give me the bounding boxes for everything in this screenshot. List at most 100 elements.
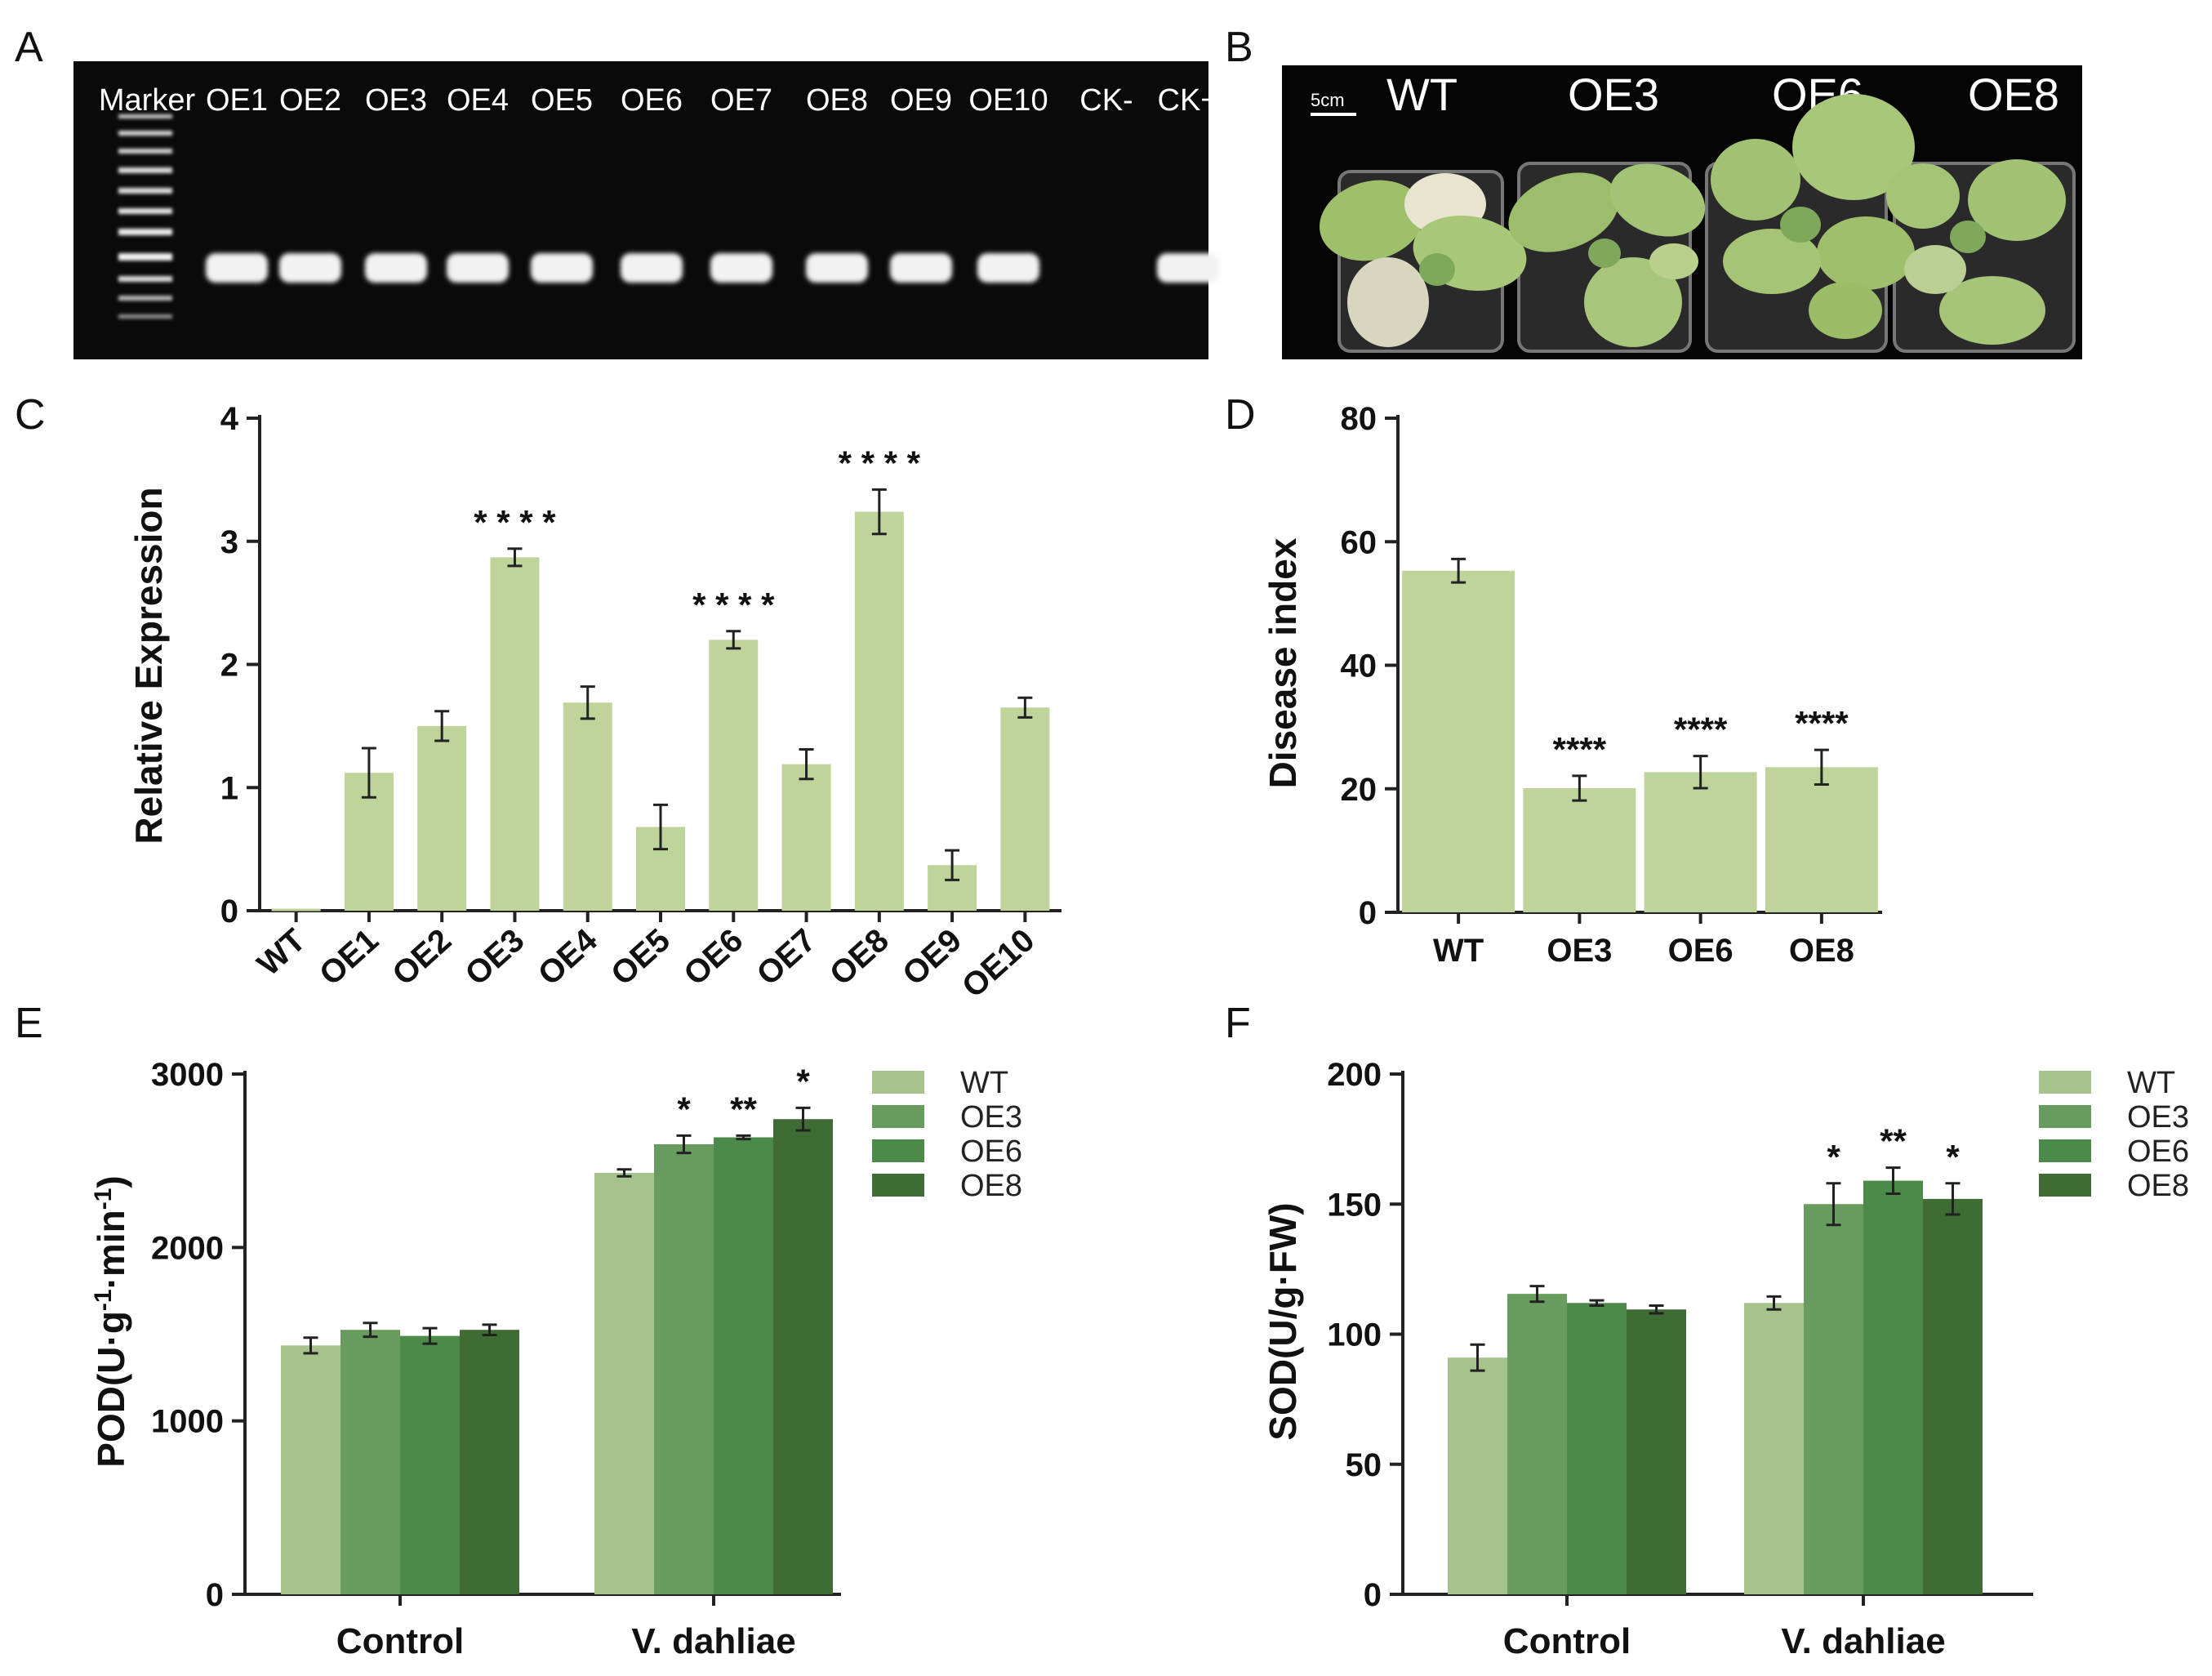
- gel-band-oe4: [447, 253, 509, 283]
- chart-e-group-label-v-dahliae: V. dahliae: [631, 1621, 795, 1661]
- chart-f-ytick-label: 150: [1327, 1187, 1382, 1223]
- gel-band-oe10: [977, 253, 1039, 283]
- chart-e-legend-swatch-oe3: [872, 1105, 924, 1128]
- chart-e-errorbar-v-dahliae-wt: [616, 1168, 632, 1178]
- gel-lane-label-oe7: OE7: [710, 83, 772, 118]
- chart-c-significance-oe8: * * * *: [839, 444, 921, 482]
- chart-c-xtick-label-oe3: OE3: [459, 922, 532, 992]
- chart-d-errorbar-oe6: [1693, 755, 1708, 790]
- chart-f-bar-v-dahliae-wt: [1744, 1303, 1804, 1594]
- chart-e-significance-v-dahliae-oe3: *: [677, 1090, 691, 1128]
- chart-c-xtick-label-oe7: OE7: [750, 922, 823, 992]
- chart-c-ytick-label: 2: [220, 648, 238, 684]
- chart-e-ylabel-sup-2: -1: [90, 1188, 117, 1210]
- gel-band-ck: [1157, 253, 1219, 283]
- chart-d-errorbar-wt: [1451, 557, 1467, 584]
- chart-c-xtick-label-wt: WT: [251, 922, 313, 983]
- chart-e-group-label-control: Control: [336, 1621, 464, 1661]
- chart-e-legend-swatch-oe8: [872, 1174, 924, 1197]
- chart-e-ytick-label: 0: [206, 1577, 224, 1613]
- chart-c-errorbar-oe3: [507, 547, 523, 568]
- chart-c-ytick-label: 3: [220, 524, 238, 560]
- chart-e-legend-label-oe3: OE3: [960, 1100, 1022, 1134]
- chart-e-errorbar-v-dahliae-oe3: [676, 1134, 692, 1155]
- gel-lane-label-ck: CK-: [1079, 83, 1133, 118]
- chart-c-xtick-label-oe9: OE9: [896, 922, 968, 992]
- chart-f-legend-label-oe3: OE3: [2127, 1100, 2189, 1134]
- chart-e-ylabel: POD(U·g-1·min-1): [90, 1175, 132, 1467]
- chart-e-legend-label-oe6: OE6: [960, 1134, 1022, 1169]
- chart-c-ytick-label: 0: [220, 894, 238, 929]
- chart-e-ytick-label: 1000: [151, 1404, 224, 1440]
- chart-f-legend-swatch-wt: [2039, 1071, 2091, 1094]
- chart-c-xtick-label-oe1: OE1: [313, 922, 385, 992]
- chart-f-significance-v-dahliae-oe8: *: [1946, 1138, 1960, 1176]
- chart-f-ytick-label: 200: [1327, 1057, 1382, 1093]
- chart-c-xtick-label-oe6: OE6: [677, 922, 750, 992]
- gel-band-oe6: [621, 253, 683, 283]
- panel-label-c: C: [15, 391, 46, 439]
- gel-band-oe2: [279, 253, 341, 283]
- chart-c-ylabel: Relative Expression: [127, 487, 170, 844]
- chart-d-xtick-label-oe3: OE3: [1547, 933, 1612, 969]
- plant-photo: 5cm WT OE3 OE6 OE8: [1282, 65, 2082, 359]
- chart-f-bar-v-dahliae-oe3: [1804, 1204, 1863, 1594]
- chart-d-ylabel: Disease index: [1262, 537, 1304, 788]
- chart-e-bar-control-oe6: [400, 1335, 460, 1594]
- chart-c-xtick-label-oe5: OE5: [604, 922, 677, 992]
- chart-d-significance-oe8: ****: [1795, 704, 1849, 742]
- chart-f-ytick-label: 0: [1364, 1577, 1382, 1613]
- panel-label-f: F: [1225, 1000, 1251, 1047]
- gel-band-oe5: [531, 253, 593, 283]
- panel-label-d: D: [1225, 391, 1256, 439]
- gel-lane-label-oe9: OE9: [890, 83, 952, 118]
- chart-e-bar-v-dahliae-oe6: [714, 1137, 773, 1594]
- chart-e-errorbar-v-dahliae-oe8: [795, 1106, 811, 1132]
- chart-e-ytick-label: 2000: [151, 1230, 224, 1266]
- chart-f-legend-swatch-oe6: [2039, 1139, 2091, 1162]
- chart-e-ylabel-part-2: ·min: [90, 1210, 132, 1289]
- gel-image: Marker OE1 OE2 OE3 OE4 OE5 OE6 OE7 OE8 OE9 OE10 CK-…: [73, 61, 1219, 359]
- chart-e-ylabel-part-1: POD(U·g: [90, 1311, 132, 1468]
- gel-lane-label-marker: Marker: [99, 83, 196, 118]
- chart-d-ytick-label: 20: [1341, 772, 1377, 808]
- gel-lane-label-oe6: OE6: [621, 83, 683, 118]
- chart-e-significance-v-dahliae-oe6: **: [730, 1090, 757, 1128]
- chart-c-errorbar-oe9: [945, 849, 960, 881]
- chart-f-significance-v-dahliae-oe6: **: [1880, 1122, 1907, 1161]
- chart-c-errorbar-oe5: [653, 803, 668, 851]
- chart-c-bar-oe8: [854, 511, 904, 911]
- chart-e-errorbar-control-oe8: [482, 1323, 497, 1337]
- chart-e-legend-swatch-wt: [872, 1071, 924, 1094]
- chart-f-bar-v-dahliae-oe8: [1923, 1198, 1983, 1594]
- chart-e-errorbar-control-oe6: [422, 1326, 438, 1345]
- chart-f-errorbar-control-oe3: [1529, 1285, 1545, 1304]
- chart-f-ytick-label: 50: [1346, 1447, 1382, 1483]
- chart-d-xtick-label-oe8: OE8: [1789, 933, 1854, 969]
- gel-lane-label-oe2: OE2: [279, 83, 341, 118]
- chart-f-bar-v-dahliae-oe6: [1863, 1180, 1923, 1594]
- chart-c-ytick-label: 1: [220, 770, 238, 806]
- chart-d-ytick-label: 40: [1341, 649, 1377, 684]
- gel-band-oe3: [365, 253, 427, 283]
- gel-lane-label-oe10: OE10: [968, 83, 1048, 118]
- chart-f-legend-label-oe8: OE8: [2127, 1169, 2189, 1203]
- chart-e-errorbar-v-dahliae-oe6: [736, 1134, 751, 1141]
- chart-d-disease-index: 0 20 40 60 80 WT **** OE3 **** OE6 **** OE8 Disease…: [1262, 401, 1882, 969]
- chart-d-ytick-label: 0: [1359, 895, 1377, 931]
- chart-c-ytick-label: 4: [220, 401, 239, 437]
- chart-c-errorbar-oe4: [580, 685, 595, 720]
- chart-f-errorbar-v-dahliae-wt: [1766, 1295, 1782, 1311]
- chart-d-significance-oe3: ****: [1553, 730, 1607, 769]
- chart-d-significance-oe6: ****: [1674, 711, 1728, 749]
- chart-f-errorbar-v-dahliae-oe8: [1945, 1182, 1961, 1216]
- chart-f-legend-label-oe6: OE6: [2127, 1134, 2189, 1169]
- chart-e-errorbar-control-wt: [303, 1336, 318, 1355]
- chart-e-ytick-label: 3000: [151, 1057, 224, 1093]
- chart-c-errorbar-oe1: [361, 747, 376, 799]
- plant-oe8: [1886, 159, 2066, 345]
- chart-c-significance-oe3: * * * *: [474, 503, 556, 542]
- chart-f-errorbar-v-dahliae-oe3: [1826, 1182, 1841, 1227]
